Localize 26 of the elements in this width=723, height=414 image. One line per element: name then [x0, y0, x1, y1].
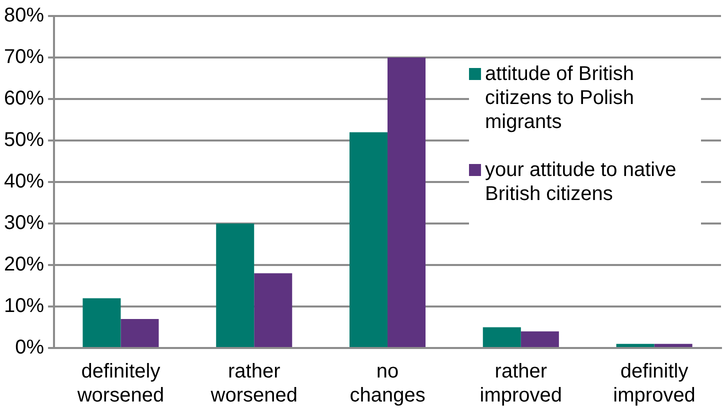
x-tick-label: definitely worsened: [76, 360, 164, 407]
x-tick-label: rather worsened: [210, 360, 298, 407]
bar: [350, 132, 388, 347]
y-tick-label: 80%: [4, 4, 44, 27]
x-tick-label: rather improved: [480, 360, 562, 407]
y-tick-label: 30%: [4, 212, 44, 234]
y-tick-label: 20%: [4, 254, 44, 276]
y-tick-label: 10%: [4, 295, 44, 318]
bar: [82, 298, 121, 347]
bar: [616, 344, 654, 347]
x-tick-label: definitly improved: [613, 360, 696, 407]
bar: [120, 318, 159, 347]
bar: [254, 273, 292, 347]
bar: [216, 224, 254, 347]
bar: [520, 331, 559, 347]
legend-label: your attitude to native British citizens: [485, 158, 678, 206]
y-tick-label: 50%: [4, 129, 44, 152]
y-tick-label: 70%: [4, 46, 44, 68]
y-tick-label: 40%: [4, 170, 44, 193]
bar: [654, 344, 692, 347]
y-tick-label: 0%: [15, 336, 44, 359]
legend-label: attitude of British citizens to Polish migrants: [485, 62, 635, 134]
bar: [482, 327, 521, 347]
x-tick-label: no changes: [350, 360, 426, 407]
bar: [388, 58, 426, 347]
y-tick-label: 60%: [4, 88, 44, 110]
